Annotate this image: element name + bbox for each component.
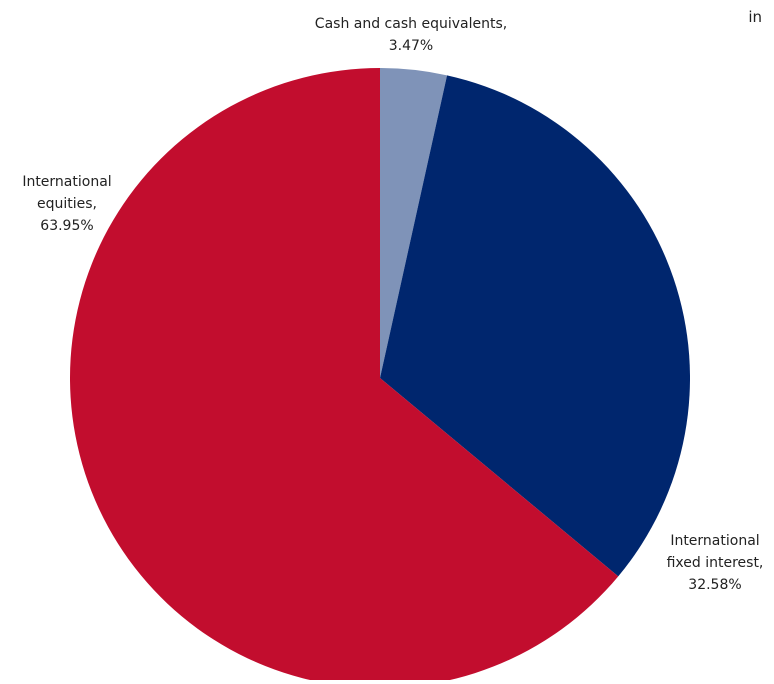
slice-label-2: International equities, 63.95%: [22, 174, 111, 234]
corner-text: in: [748, 8, 762, 26]
slice-label-line: equities,: [37, 196, 97, 212]
slice-label-line: 3.47%: [389, 38, 433, 54]
pie-slice-0: [380, 68, 448, 378]
pie-slice-2: [70, 68, 619, 684]
slice-label-0: Cash and cash equivalents, 3.47%: [315, 16, 507, 54]
slice-label-1: International fixed interest, 32.58%: [667, 533, 764, 593]
slice-label-line: 32.58%: [688, 577, 741, 593]
slice-label-line: 63.95%: [40, 218, 93, 234]
slice-label-line: International: [670, 533, 759, 549]
slice-label-line: Cash and cash equivalents,: [315, 16, 507, 32]
slice-label-line: International: [22, 174, 111, 190]
pie-slice-1: [380, 75, 691, 577]
slice-label-line: fixed interest,: [667, 555, 764, 571]
